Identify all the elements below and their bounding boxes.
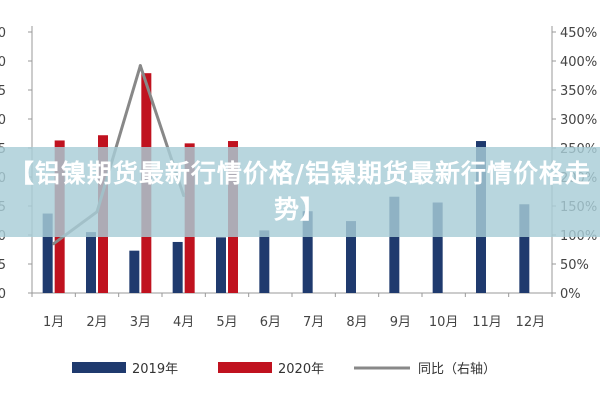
x-axis-category-label: 8月 <box>346 315 367 330</box>
x-axis-category-label: 4月 <box>173 315 194 330</box>
legend-label-yoy: 同比（右轴） <box>418 362 496 377</box>
right-axis-tick-label: 50% <box>560 258 589 273</box>
overlay-title: 【铝镍期货最新行情价格/铝镍期货最新行情价格走势】 <box>8 159 592 224</box>
x-axis-category-label: 2月 <box>86 315 107 330</box>
legend-swatch-2019 <box>72 362 126 373</box>
x-axis-category-label: 11月 <box>472 315 502 330</box>
bar-2019 <box>216 237 226 293</box>
legend-label-2020: 2020年 <box>278 362 324 377</box>
x-axis-category-label: 12月 <box>516 315 546 330</box>
title-overlay-banner: 【铝镍期货最新行情价格/铝镍期货最新行情价格走势】 <box>0 147 600 237</box>
left-axis-tick-label: 0 <box>0 113 6 128</box>
bar-2019 <box>129 250 140 293</box>
legend-swatch-2020 <box>218 362 272 373</box>
x-axis-category-label: 10月 <box>429 315 459 330</box>
legend-label-2019: 2019年 <box>132 362 178 377</box>
x-axis-category-label: 5月 <box>216 315 237 330</box>
x-axis-category-label: 6月 <box>260 315 281 330</box>
left-axis-tick-label: 0 <box>0 26 6 41</box>
bar-2019 <box>86 232 96 293</box>
bar-2019 <box>389 196 400 293</box>
x-axis-category-label: 1月 <box>43 315 64 330</box>
x-axis-category-label: 3月 <box>130 315 151 330</box>
right-axis-tick-label: 400% <box>560 55 597 70</box>
right-axis-tick-label: 300% <box>560 113 597 128</box>
left-axis-tick-label: 0 <box>0 287 6 302</box>
bar-2019 <box>42 213 53 293</box>
left-axis-tick-label: 0 <box>0 55 6 70</box>
bar-2019 <box>302 211 313 293</box>
left-axis-tick-label: 5 <box>0 84 6 99</box>
left-axis-tick-label: 5 <box>0 258 6 273</box>
bar-2019 <box>432 202 443 293</box>
x-axis-category-label: 7月 <box>303 315 324 330</box>
bar-2019 <box>172 241 183 293</box>
right-axis-tick-label: 350% <box>560 84 597 99</box>
bar-2019 <box>519 204 530 293</box>
bar-2019 <box>259 230 270 293</box>
right-axis-tick-label: 450% <box>560 26 597 41</box>
point-yoy <box>138 64 142 68</box>
x-axis-category-label: 9月 <box>390 315 411 330</box>
right-axis-tick-label: 0% <box>560 287 581 302</box>
bar-2019 <box>346 221 356 293</box>
point-yoy <box>52 242 56 246</box>
